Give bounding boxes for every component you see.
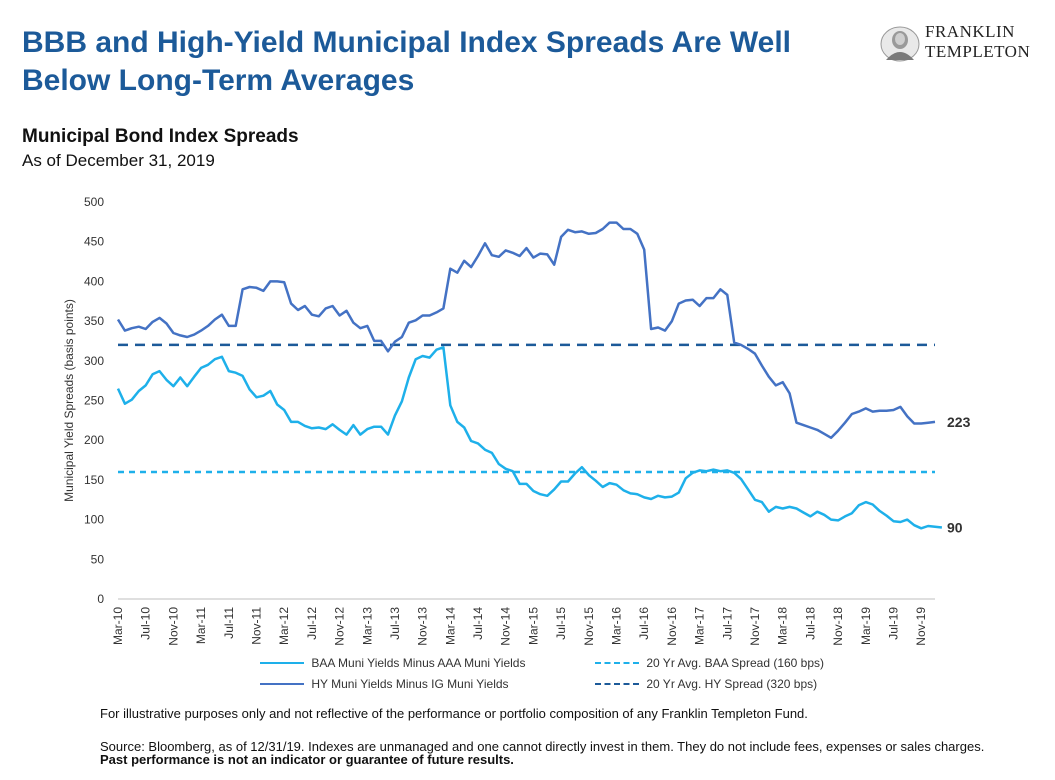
y-tick-label: 200 <box>84 433 104 447</box>
y-tick-label: 300 <box>84 354 104 368</box>
x-tick-label: Nov-10 <box>166 607 180 646</box>
x-tick-label: Jul-16 <box>637 607 651 640</box>
x-tick-label: Mar-15 <box>526 607 540 645</box>
x-tick-label: Nov-12 <box>333 607 347 646</box>
x-tick-label: Jul-18 <box>803 607 817 640</box>
x-tick-label: Jul-14 <box>471 607 485 640</box>
x-tick-label: Jul-19 <box>886 607 900 640</box>
legend-label-baa-average: 20 Yr Avg. BAA Spread (160 bps) <box>646 656 825 670</box>
baa-spread-series-line <box>116 346 943 530</box>
x-tick-label: Nov-14 <box>499 607 513 646</box>
source-note: Source: Bloomberg, as of 12/31/19. Index… <box>100 740 1000 766</box>
legend-swatch-hy-average <box>595 682 639 685</box>
legend-label-baa: BAA Muni Yields Minus AAA Muni Yields <box>311 656 526 670</box>
legend-swatch-hy <box>260 682 304 685</box>
y-tick-label: 50 <box>91 552 105 566</box>
x-tick-label: Mar-17 <box>693 607 707 645</box>
y-tick-label: 400 <box>84 274 104 288</box>
hy-spread-series-line <box>116 221 936 440</box>
spread-line-chart: Municipal Yield Spreads (basis points) 0 5… <box>62 195 971 646</box>
legend-label-hy: HY Muni Yields Minus IG Muni Yields <box>311 677 509 691</box>
y-tick-label: 450 <box>84 235 104 249</box>
legend-hy-average: 20 Yr Avg. HY Spread (320 bps) <box>595 675 817 693</box>
baa-end-value-label: 90 <box>947 520 963 536</box>
illustrative-note: For illustrative purposes only and not r… <box>100 706 808 721</box>
x-tick-label: Jul-11 <box>222 607 236 639</box>
brand-line-2: TEMPLETON <box>925 42 1031 61</box>
x-tick-label: Jul-12 <box>305 607 319 640</box>
as-of-date: As of December 31, 2019 <box>22 151 215 170</box>
y-tick-label: 100 <box>84 513 104 527</box>
x-tick-label: Mar-18 <box>776 607 790 645</box>
y-tick-label: 500 <box>84 195 104 209</box>
benjamin-franklin-portrait-icon <box>880 26 920 62</box>
chart-subtitle: Municipal Bond Index Spreads <box>22 126 299 147</box>
legend-label-hy-average: 20 Yr Avg. HY Spread (320 bps) <box>646 677 818 691</box>
x-tick-label: Mar-12 <box>277 607 291 645</box>
x-tick-label: Mar-13 <box>360 607 374 645</box>
x-tick-label: Nov-17 <box>748 607 762 646</box>
x-tick-label: Jul-17 <box>720 607 734 640</box>
y-tick-label: 250 <box>84 394 104 408</box>
brand-logo: FRANKLIN TEMPLETON <box>880 22 1055 66</box>
y-tick-label: 150 <box>84 473 104 487</box>
brand-wordmark: FRANKLIN TEMPLETON <box>925 22 1030 62</box>
x-tick-label: Jul-10 <box>139 607 153 640</box>
x-tick-label: Mar-19 <box>859 607 873 645</box>
y-tick-label: 0 <box>97 592 104 606</box>
legend-swatch-baa <box>260 661 304 664</box>
y-tick-label: 350 <box>84 314 104 328</box>
x-tick-label: Jul-13 <box>388 607 402 640</box>
x-tick-label: Nov-13 <box>416 607 430 646</box>
x-tick-label: Nov-11 <box>249 607 263 645</box>
x-tick-label: Mar-10 <box>111 607 125 645</box>
page-title: BBB and High-Yield Municipal Index Sprea… <box>22 26 792 97</box>
source-text: Source: Bloomberg, as of 12/31/19. Index… <box>100 739 985 754</box>
performance-disclaimer: Past performance is not an indicator or … <box>100 752 514 767</box>
x-tick-label: Jul-15 <box>554 607 568 640</box>
legend-baa-series: BAA Muni Yields Minus AAA Muni Yields <box>260 654 525 672</box>
x-tick-label: Nov-18 <box>831 607 845 646</box>
x-tick-label: Nov-15 <box>582 607 596 646</box>
brand-line-1: FRANKLIN <box>925 22 1015 41</box>
hy-end-value-label: 223 <box>947 414 971 430</box>
legend-hy-series: HY Muni Yields Minus IG Muni Yields <box>260 675 509 693</box>
legend-swatch-baa-average <box>595 661 639 664</box>
x-tick-label: Mar-16 <box>610 607 624 645</box>
x-tick-label: Nov-19 <box>914 607 928 646</box>
y-axis-label: Municipal Yield Spreads (basis points) <box>62 299 76 502</box>
x-tick-label: Mar-11 <box>194 607 208 644</box>
legend-baa-average: 20 Yr Avg. BAA Spread (160 bps) <box>595 654 824 672</box>
x-tick-label: Mar-14 <box>443 607 457 645</box>
x-tick-label: Nov-16 <box>665 607 679 646</box>
